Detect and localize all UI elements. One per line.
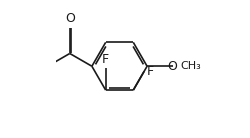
Text: CH₃: CH₃ (180, 61, 201, 71)
Text: F: F (102, 53, 109, 66)
Text: F: F (147, 65, 154, 78)
Text: O: O (65, 12, 75, 25)
Text: O: O (168, 60, 177, 73)
